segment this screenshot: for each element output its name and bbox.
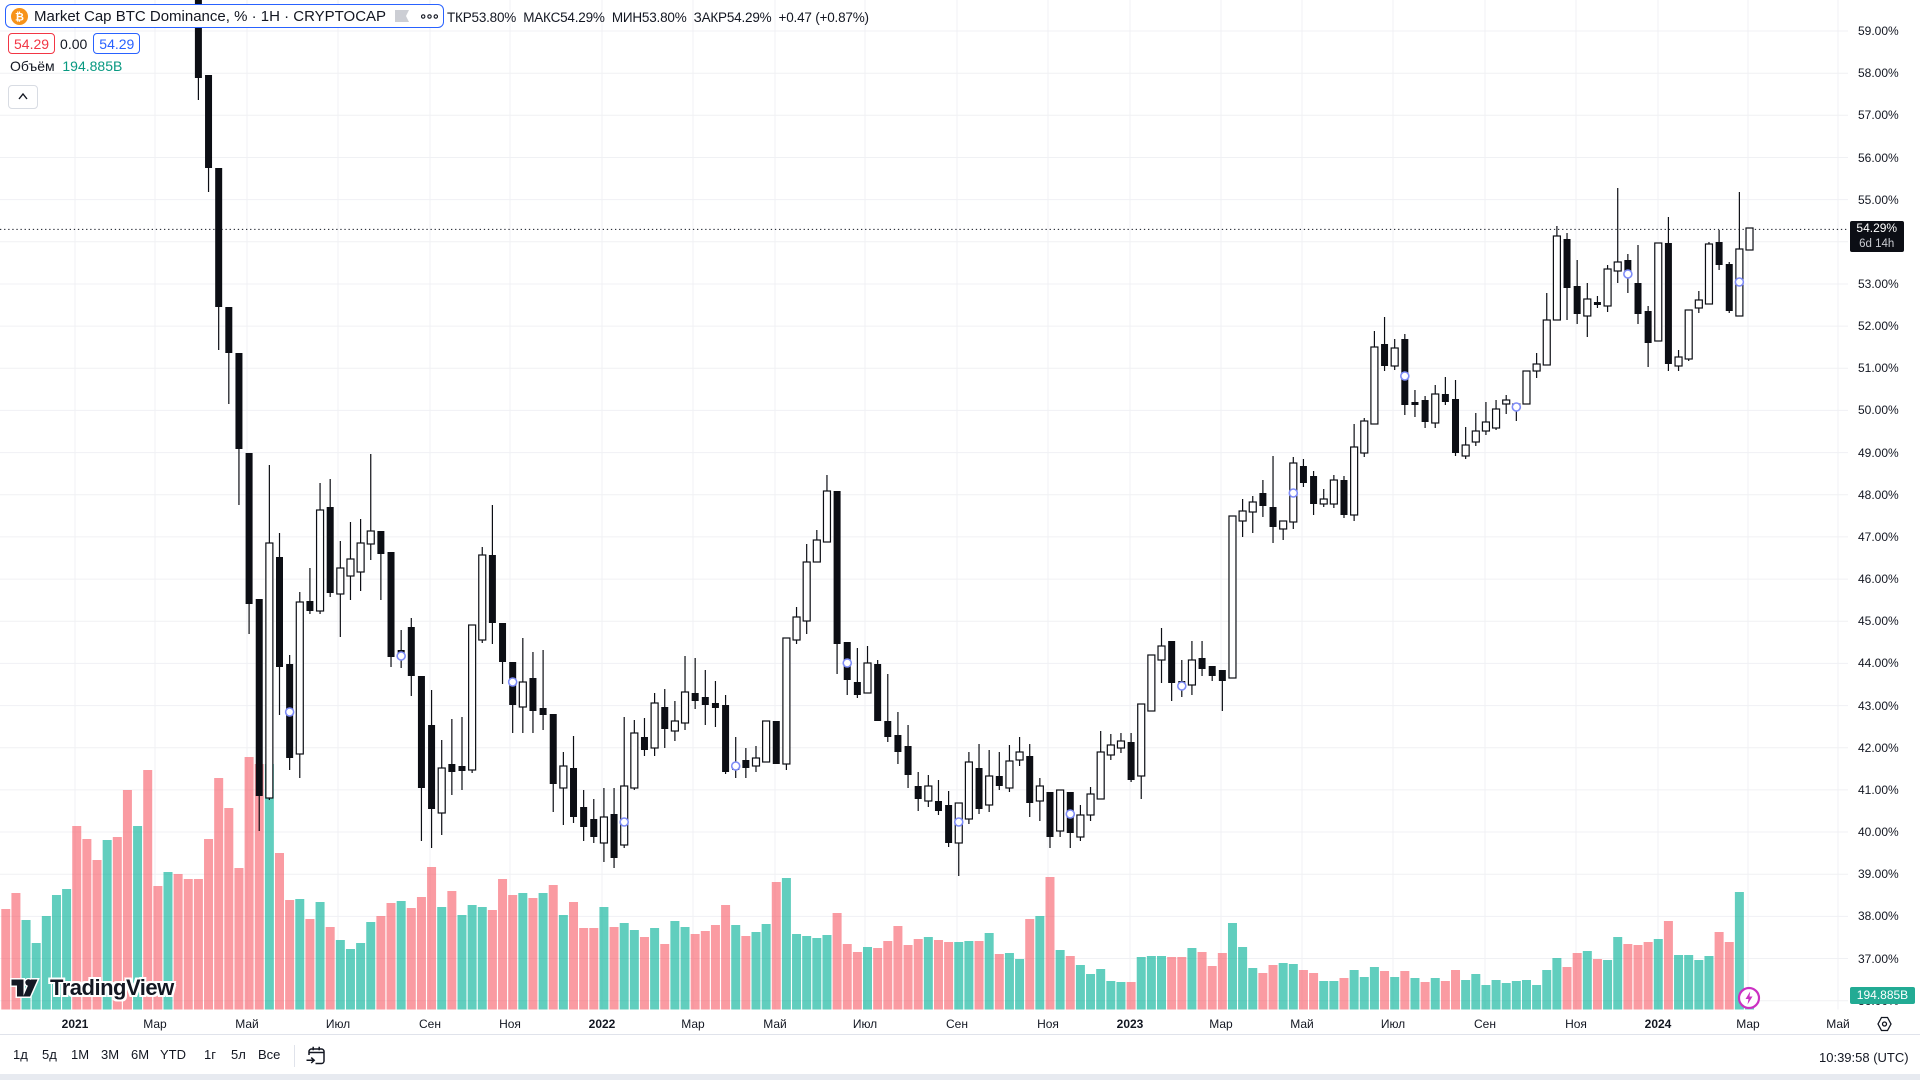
svg-text:₿: ₿ (15, 11, 24, 23)
